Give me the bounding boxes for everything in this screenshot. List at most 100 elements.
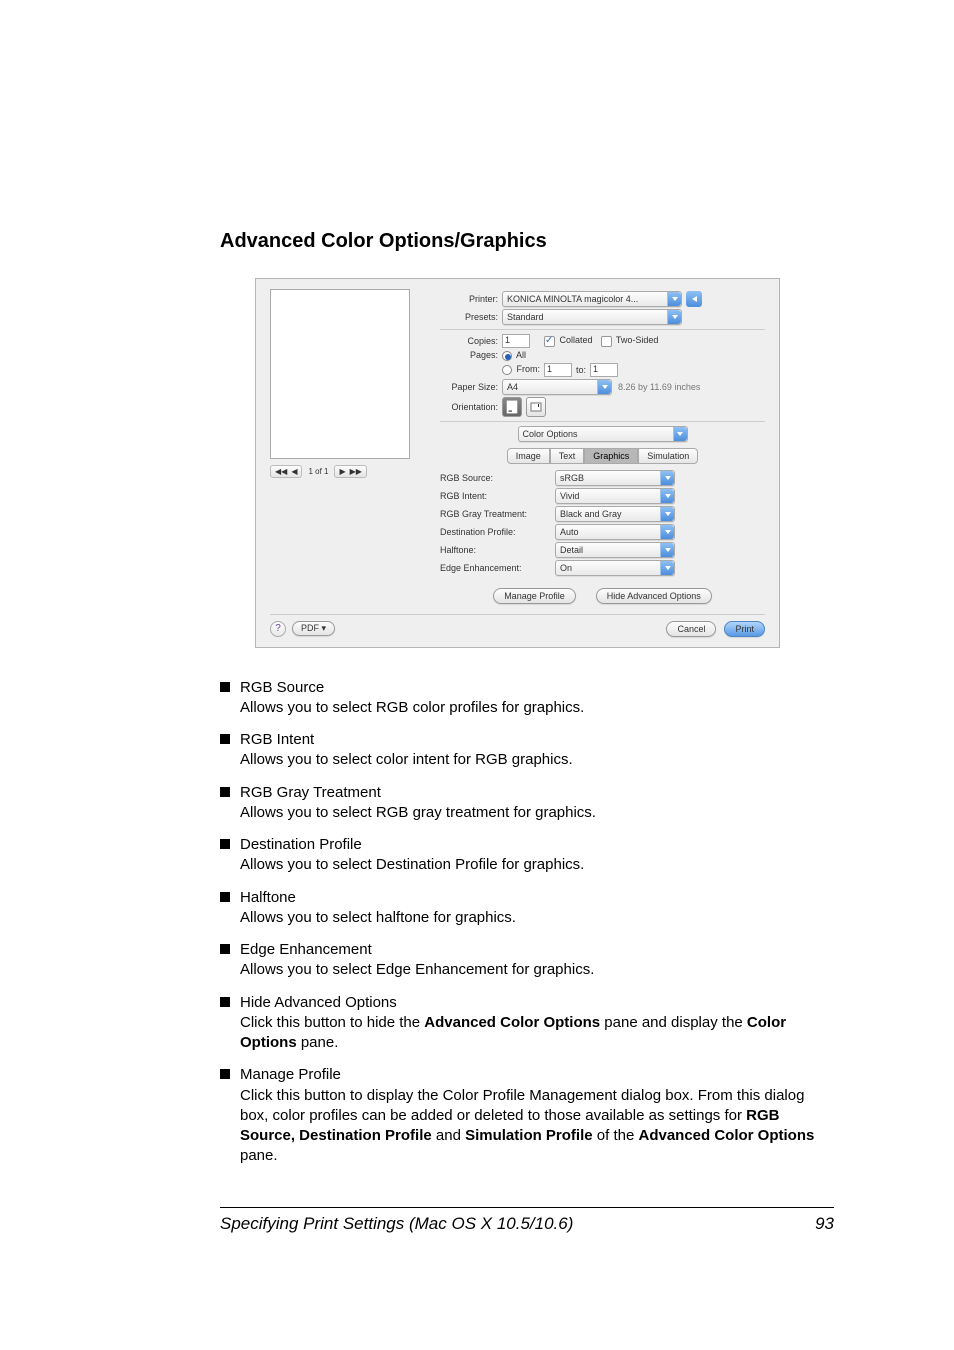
printer-select[interactable]: KONICA MINOLTA magicolor 4... <box>502 291 682 307</box>
list-item-body: HalftoneAllows you to select halftone fo… <box>240 888 516 929</box>
page-footer: Specifying Print Settings (Mac OS X 10.5… <box>220 1207 834 1234</box>
rgb-intent-label: RGB Intent: <box>440 491 555 501</box>
papersize-dims: 8.26 by 11.69 inches <box>618 382 700 392</box>
dest-profile-label: Destination Profile: <box>440 527 555 537</box>
chevron-down-icon <box>673 427 687 441</box>
list-item: Edge EnhancementAllows you to select Edg… <box>220 940 834 981</box>
rgb-source-label: RGB Source: <box>440 473 555 483</box>
bullet-icon <box>220 734 230 744</box>
list-item-desc: Allows you to select halftone for graphi… <box>240 909 516 926</box>
pages-to-input[interactable]: 1 <box>590 363 618 377</box>
nav-last-icon: ▶▶ <box>350 467 362 476</box>
portrait-icon <box>506 400 518 414</box>
pages-range-option[interactable]: From: <box>502 364 540 375</box>
help-icon[interactable]: ? <box>270 621 286 637</box>
chevron-down-icon <box>667 292 681 306</box>
list-item-title: Destination Profile <box>240 835 584 855</box>
pages-all-option[interactable]: All <box>502 350 526 361</box>
pdf-button[interactable]: PDF ▾ <box>292 621 335 636</box>
presets-label: Presets: <box>440 312 502 322</box>
nav-first-prev[interactable]: ◀◀ ◀ <box>270 465 302 478</box>
nav-page-indicator: 1 of 1 <box>308 467 328 476</box>
halftone-value: Detail <box>560 545 601 555</box>
edge-value: On <box>560 563 590 573</box>
chevron-down-icon <box>660 489 674 503</box>
list-item-body: RGB Gray TreatmentAllows you to select R… <box>240 783 596 824</box>
list-item: Destination ProfileAllows you to select … <box>220 835 834 876</box>
list-item-desc: Allows you to select color intent for RG… <box>240 751 573 768</box>
pages-from-input[interactable]: 1 <box>544 363 572 377</box>
dest-profile-select[interactable]: Auto <box>555 524 675 540</box>
rgb-intent-select[interactable]: Vivid <box>555 488 675 504</box>
pages-all-radio[interactable] <box>502 351 512 361</box>
page-title: Advanced Color Options/Graphics <box>220 230 834 253</box>
list-item: RGB Gray TreatmentAllows you to select R… <box>220 783 834 824</box>
chevron-down-icon <box>660 525 674 539</box>
twosided-label: Two-Sided <box>616 335 659 345</box>
halftone-select[interactable]: Detail <box>555 542 675 558</box>
chevron-down-icon <box>660 471 674 485</box>
chevron-down-icon <box>660 561 674 575</box>
list-item: Manage ProfileClick this button to displ… <box>220 1065 834 1166</box>
list-item-body: RGB SourceAllows you to select RGB color… <box>240 678 584 719</box>
list-item-body: Destination ProfileAllows you to select … <box>240 835 584 876</box>
collated-option[interactable]: Collated <box>544 335 593 346</box>
list-item-desc: Click this button to hide the Advanced C… <box>240 1014 786 1051</box>
rgb-source-select[interactable]: sRGB <box>555 470 675 486</box>
presets-select-value: Standard <box>507 312 562 322</box>
orientation-label: Orientation: <box>440 402 502 412</box>
collated-label: Collated <box>560 335 593 345</box>
rgb-gray-select[interactable]: Black and Gray <box>555 506 675 522</box>
printer-collapse-button[interactable] <box>686 291 702 307</box>
tab-text[interactable]: Text <box>550 448 585 464</box>
presets-select[interactable]: Standard <box>502 309 682 325</box>
edge-label: Edge Enhancement: <box>440 563 555 573</box>
nav-prev-icon: ◀ <box>291 467 297 476</box>
papersize-select[interactable]: A4 <box>502 379 612 395</box>
list-item-desc: Allows you to select RGB color profiles … <box>240 699 584 716</box>
chevron-down-icon <box>660 507 674 521</box>
copies-input[interactable]: 1 <box>502 334 530 348</box>
list-item: RGB SourceAllows you to select RGB color… <box>220 678 834 719</box>
footer-page-number: 93 <box>815 1214 834 1234</box>
orientation-landscape-button[interactable] <box>526 397 546 417</box>
list-item-title: RGB Source <box>240 678 584 698</box>
list-item-desc: Click this button to display the Color P… <box>240 1087 814 1165</box>
bullet-icon <box>220 682 230 692</box>
landscape-icon <box>530 400 542 414</box>
list-item-body: Manage ProfileClick this button to displ… <box>240 1065 834 1166</box>
footer-text: Specifying Print Settings (Mac OS X 10.5… <box>220 1214 573 1234</box>
nav-next-last[interactable]: ▶ ▶▶ <box>334 465 366 478</box>
bullet-icon <box>220 787 230 797</box>
section-select[interactable]: Color Options <box>518 426 688 442</box>
bullet-icon <box>220 839 230 849</box>
printer-select-value: KONICA MINOLTA magicolor 4... <box>507 294 656 304</box>
twosided-checkbox[interactable] <box>601 336 612 347</box>
collated-checkbox[interactable] <box>544 336 555 347</box>
nav-next-icon: ▶ <box>339 467 345 476</box>
tab-graphics[interactable]: Graphics <box>584 448 638 464</box>
printer-label: Printer: <box>440 294 502 304</box>
list-item-title: Halftone <box>240 888 516 908</box>
list-item-desc: Allows you to select Edge Enhancement fo… <box>240 961 594 978</box>
cancel-button[interactable]: Cancel <box>666 621 716 637</box>
list-item-title: RGB Intent <box>240 730 573 750</box>
option-descriptions: RGB SourceAllows you to select RGB color… <box>220 678 834 1167</box>
manage-profile-button[interactable]: Manage Profile <box>493 588 576 604</box>
list-item-desc: Allows you to select Destination Profile… <box>240 856 584 873</box>
pages-range-radio[interactable] <box>502 365 512 375</box>
list-item-title: RGB Gray Treatment <box>240 783 596 803</box>
nav-first-icon: ◀◀ <box>275 467 287 476</box>
twosided-option[interactable]: Two-Sided <box>601 335 659 346</box>
color-options-tabs: Image Text Graphics Simulation <box>507 448 699 464</box>
list-item-body: RGB IntentAllows you to select color int… <box>240 730 573 771</box>
print-button[interactable]: Print <box>724 621 765 637</box>
list-item-title: Manage Profile <box>240 1065 834 1085</box>
edge-select[interactable]: On <box>555 560 675 576</box>
hide-advanced-button[interactable]: Hide Advanced Options <box>596 588 712 604</box>
tab-image[interactable]: Image <box>507 448 550 464</box>
orientation-portrait-button[interactable] <box>502 397 522 417</box>
bullet-icon <box>220 1069 230 1079</box>
tab-simulation[interactable]: Simulation <box>638 448 698 464</box>
bullet-icon <box>220 892 230 902</box>
